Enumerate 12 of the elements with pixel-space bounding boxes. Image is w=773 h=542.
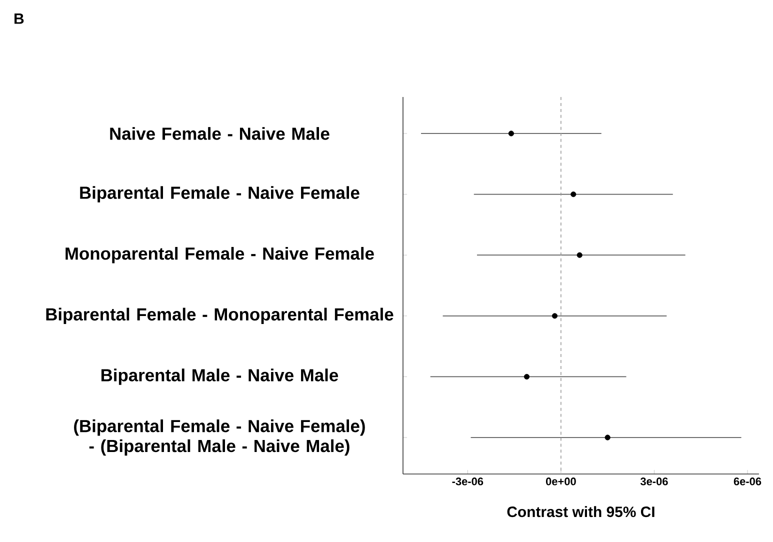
x-axis-title: Contrast with 95% CI xyxy=(507,506,654,518)
y-tick-label: Biparental Female - Monoparental Female xyxy=(46,308,394,324)
y-tick-label: (Biparental Female - Naive Female) - (Biparental Male - Naive Male) xyxy=(74,419,365,456)
text: B xyxy=(14,14,24,24)
y-tick-label: Biparental Female - Naive Female xyxy=(80,186,360,202)
x-tick-label: 0e+00 xyxy=(546,478,576,486)
x-tick-label: 3e-06 xyxy=(640,478,668,486)
y-tick-label: Biparental Male - Naive Male xyxy=(101,368,338,385)
x-tick-label: -3e-06 xyxy=(452,478,484,486)
x-tick-label: 6e-06 xyxy=(734,478,762,486)
y-tick-label: Monoparental Female - Naive Female xyxy=(66,246,374,264)
y-tick-label: Naive Female - Naive Male xyxy=(110,127,330,140)
